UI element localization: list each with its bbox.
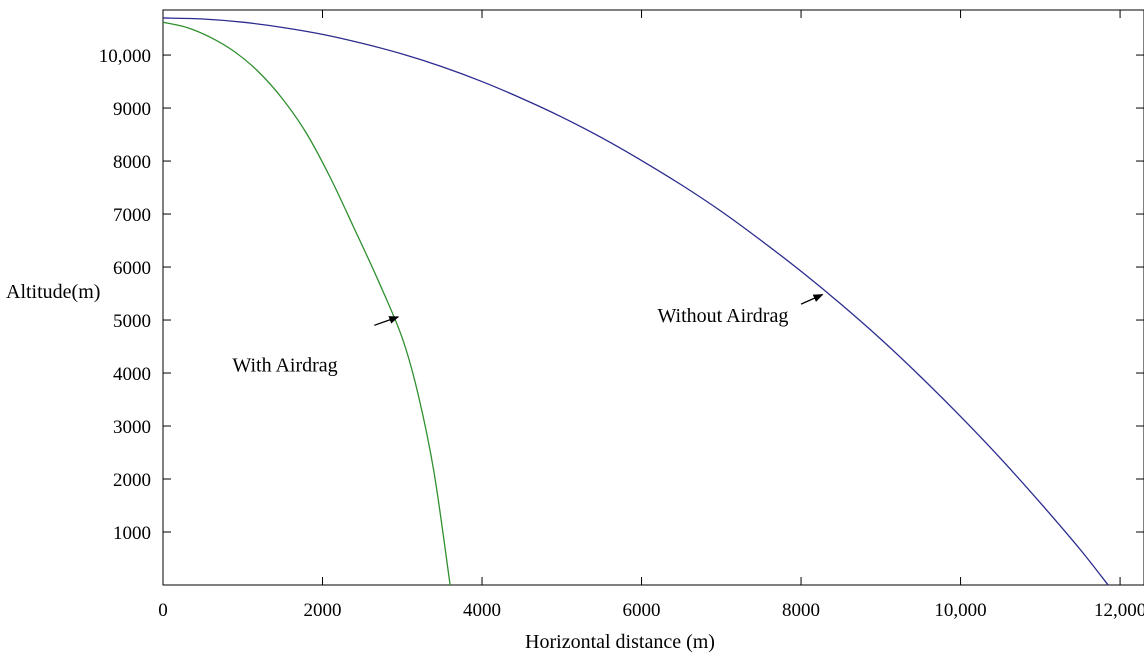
x-axis-title: Horizontal distance (m) bbox=[525, 631, 715, 653]
annotation-arrow bbox=[374, 316, 400, 326]
x-tick-label: 4000 bbox=[463, 600, 501, 621]
y-tick-label: 4000 bbox=[113, 364, 151, 385]
y-tick-label: 8000 bbox=[113, 152, 151, 173]
y-tick-label: 2000 bbox=[113, 470, 151, 491]
series-line-0 bbox=[162, 17, 1109, 586]
annotation-label: Without Airdrag bbox=[657, 305, 788, 327]
x-tick-label: 0 bbox=[158, 600, 168, 621]
y-tick-label: 10,000 bbox=[99, 46, 151, 67]
annotation-label: With Airdrag bbox=[232, 354, 337, 376]
y-tick-label: 1000 bbox=[113, 523, 151, 544]
plot-area-frame bbox=[162, 9, 1144, 586]
y-tick-label: 3000 bbox=[113, 417, 151, 438]
x-tick-label: 10,000 bbox=[934, 600, 986, 621]
y-tick-label: 6000 bbox=[113, 258, 151, 279]
y-tick-label: 7000 bbox=[113, 205, 151, 226]
x-tick-label: 8000 bbox=[782, 600, 820, 621]
y-tick-label: 9000 bbox=[113, 99, 151, 120]
y-tick-label: 5000 bbox=[113, 311, 151, 332]
y-axis-title: Altitude(m) bbox=[6, 281, 100, 303]
x-tick-label: 6000 bbox=[623, 600, 661, 621]
series-line-1 bbox=[162, 21, 451, 586]
x-tick-label: 12,000 bbox=[1094, 600, 1144, 621]
annotation-arrow bbox=[800, 293, 824, 305]
x-tick-label: 2000 bbox=[304, 600, 342, 621]
